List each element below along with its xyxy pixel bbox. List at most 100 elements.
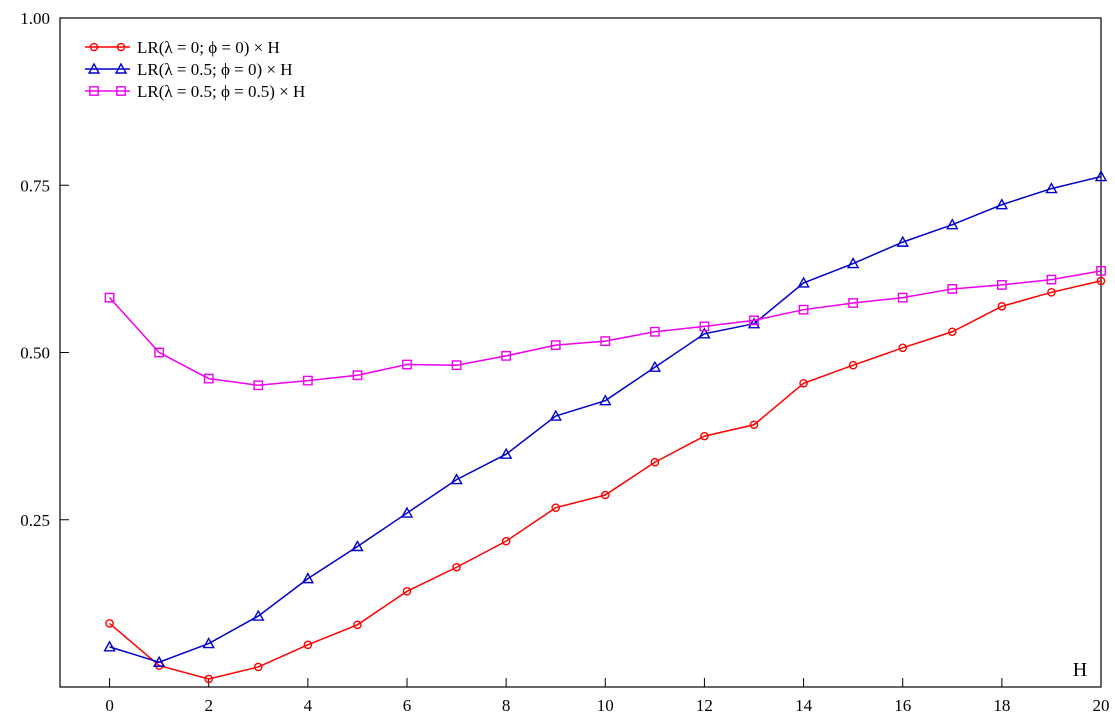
x-tick-label: 20 — [1093, 696, 1110, 715]
data-point — [650, 457, 660, 467]
x-tick-label: 12 — [696, 696, 713, 715]
x-tick-label: 10 — [597, 696, 614, 715]
data-point — [599, 394, 612, 406]
data-point — [450, 473, 463, 485]
data-point — [896, 235, 909, 247]
x-tick-label: 4 — [304, 696, 313, 715]
data-point — [351, 540, 364, 552]
legend: LR(λ = 0; ϕ = 0) × H LR(λ = 0.5; ϕ = 0) ×… — [85, 38, 305, 101]
y-tick-label: 0.75 — [20, 176, 50, 195]
data-point — [1094, 170, 1108, 182]
data-point — [700, 431, 709, 441]
data-point — [103, 640, 116, 652]
x-tick-label: 0 — [105, 696, 114, 715]
data-point — [749, 420, 759, 430]
y-tick-label: 0.50 — [20, 344, 50, 363]
data-point — [997, 302, 1007, 311]
data-point — [202, 637, 215, 649]
data-point — [699, 321, 710, 332]
legend-item: LR(λ = 0.5; ϕ = 0.5) × H — [85, 82, 305, 101]
data-point — [89, 86, 99, 96]
series-line — [109, 270, 1102, 387]
series-1 — [103, 170, 1108, 667]
data-point — [649, 326, 660, 337]
plot-frame — [59, 17, 1102, 688]
data-point — [600, 490, 610, 500]
data-point — [1045, 182, 1058, 194]
data-point — [499, 447, 513, 459]
data-point — [116, 42, 126, 52]
data-point — [501, 350, 512, 361]
data-point — [848, 298, 859, 308]
data-point — [799, 378, 808, 388]
axis-tick-labels: 0 2 4 6 8 10 12 14 16 18 20 0.25 0.50 0.75 1.00 — [20, 9, 1109, 715]
data-point — [550, 340, 561, 351]
data-point — [204, 674, 214, 684]
data-point — [302, 375, 313, 386]
data-point — [996, 280, 1007, 290]
series-2 — [104, 265, 1106, 391]
data-point — [203, 373, 214, 384]
legend-item: LR(λ = 0; ϕ = 0) × H — [85, 38, 280, 57]
data-point — [1046, 274, 1057, 285]
data-point — [402, 359, 412, 370]
data-point — [1096, 265, 1106, 276]
data-point — [451, 360, 462, 371]
data-point — [252, 609, 265, 621]
data-point — [253, 662, 263, 672]
data-point — [995, 198, 1009, 210]
series-line — [109, 280, 1102, 680]
data-point — [402, 587, 412, 596]
y-tick-label: 0.25 — [20, 511, 50, 530]
data-point — [898, 343, 908, 353]
data-point — [301, 572, 315, 584]
data-point — [87, 62, 101, 74]
data-point — [89, 42, 99, 52]
data-point — [352, 370, 363, 381]
legend-label: LR(λ = 0; ϕ = 0) × H — [137, 38, 280, 57]
y-tick-label: 1.00 — [20, 9, 50, 28]
data-point — [947, 327, 957, 337]
data-point — [1047, 287, 1056, 297]
data-point — [797, 276, 810, 288]
data-point — [848, 360, 858, 370]
data-point — [400, 506, 414, 518]
axis-ticks — [60, 17, 1102, 687]
data-point — [747, 317, 761, 329]
x-tick-label: 6 — [403, 696, 412, 715]
data-point — [154, 347, 165, 358]
data-point — [253, 380, 264, 391]
x-tick-label: 14 — [795, 696, 813, 715]
data-point — [1096, 276, 1106, 286]
series-line — [109, 175, 1102, 664]
data-point — [114, 62, 128, 74]
data-point — [104, 292, 115, 303]
legend-item: LR(λ = 0.5; ϕ = 0) × H — [85, 60, 293, 79]
x-tick-label: 2 — [204, 696, 213, 715]
series-layer — [103, 170, 1108, 684]
data-point — [105, 619, 114, 628]
data-point — [303, 640, 313, 650]
series-0 — [105, 276, 1106, 684]
data-point — [152, 655, 166, 667]
data-point — [946, 218, 959, 230]
data-point — [897, 292, 908, 303]
data-point — [749, 315, 759, 326]
legend-label: LR(λ = 0.5; ϕ = 0) × H — [137, 60, 293, 79]
legend-label: LR(λ = 0.5; ϕ = 0.5) × H — [137, 82, 305, 101]
data-point — [698, 327, 711, 339]
data-point — [452, 562, 461, 572]
data-point — [549, 409, 562, 421]
data-point — [551, 503, 561, 513]
x-tick-label: 16 — [894, 696, 911, 715]
data-point — [846, 257, 860, 269]
x-tick-label: 8 — [502, 696, 511, 715]
data-point — [648, 360, 662, 372]
data-point — [116, 86, 126, 96]
data-point — [798, 304, 809, 315]
data-point — [501, 536, 511, 546]
data-point — [947, 284, 958, 294]
x-axis-label: H — [1073, 659, 1087, 681]
x-tick-label: 18 — [993, 696, 1010, 715]
